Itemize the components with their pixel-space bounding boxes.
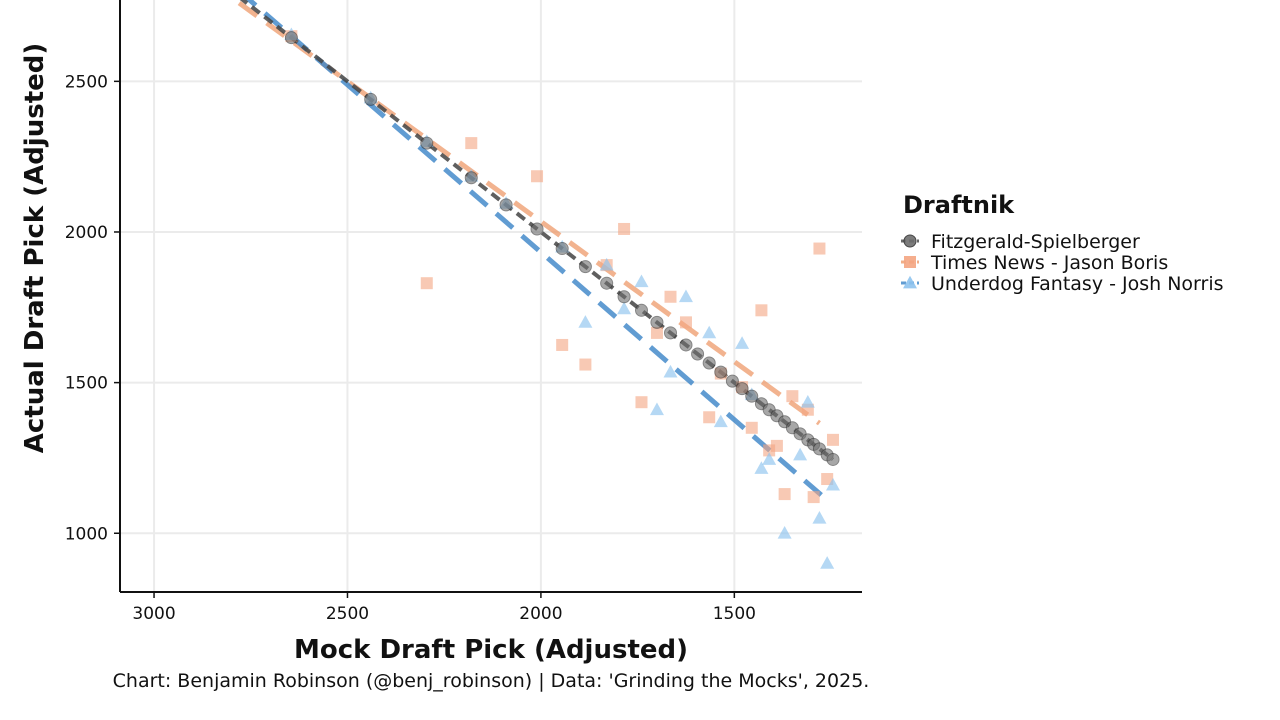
- y-tick-label: 2000: [65, 223, 108, 243]
- data-point-series-2: [650, 326, 663, 339]
- data-point-series-3: [820, 556, 835, 569]
- data-point-series-3: [678, 289, 693, 303]
- data-point-series-1: [499, 198, 513, 212]
- data-point-series-1: [725, 374, 739, 388]
- legend-marker-swatch: [904, 256, 916, 268]
- data-point-series-1: [691, 347, 705, 361]
- legend-item: Underdog Fantasy - Josh Norris: [901, 273, 1224, 295]
- data-point-series-1: [650, 315, 664, 329]
- legend-item: Times News - Jason Boris: [901, 252, 1168, 274]
- data-point-series-3: [800, 394, 815, 408]
- data-point-series-1: [745, 389, 759, 403]
- data-point-series-1: [530, 222, 544, 236]
- data-point-series-2: [664, 290, 677, 303]
- data-point-series-2: [755, 304, 768, 317]
- data-point-series-3: [754, 461, 769, 474]
- tick-labels: 3000 2500 2000 1500 2500 2000 1500 1000: [65, 72, 756, 624]
- data-point-series-2: [786, 390, 799, 403]
- data-point-series-3: [578, 315, 593, 328]
- data-point-series-1: [578, 260, 592, 274]
- data-point-series-3: [663, 364, 678, 378]
- data-point-series-1: [420, 136, 434, 150]
- data-point-series-3: [702, 325, 717, 339]
- data-point-series-1: [826, 452, 840, 466]
- data-point-series-1: [600, 276, 614, 290]
- legend-label: Fitzgerald-Spielberger: [931, 231, 1140, 253]
- data-point-series-3: [762, 452, 777, 465]
- data-point-series-2: [556, 338, 569, 351]
- data-point-series-2: [826, 433, 839, 446]
- chart-caption: Chart: Benjamin Robinson (@benj_robinson…: [113, 670, 870, 692]
- data-point-series-1: [617, 290, 631, 304]
- axes: [119, 0, 862, 593]
- data-point-series-1: [702, 356, 716, 370]
- data-point-series-1: [679, 338, 693, 352]
- data-point-series-2: [531, 170, 544, 183]
- x-tick-label: 2000: [519, 604, 562, 624]
- x-tick-label: 1500: [713, 604, 756, 624]
- y-tick-label: 2500: [65, 72, 108, 92]
- data-point-series-1: [664, 326, 678, 340]
- data-point-series-1: [735, 382, 749, 396]
- data-point-series-2: [807, 491, 820, 504]
- data-point-series-1: [464, 171, 478, 185]
- legend-marker-swatch: [903, 275, 917, 289]
- data-point-series-2: [703, 411, 716, 424]
- legend-title: Draftnik: [903, 191, 1015, 219]
- y-axis-title: Actual Draft Pick (Adjusted): [20, 43, 50, 454]
- data-point-series-1: [284, 31, 298, 45]
- data-point-series-3: [735, 336, 750, 349]
- trend-lines: [237, 0, 835, 503]
- data-point-series-3: [617, 301, 632, 315]
- data-point-series-2: [813, 242, 826, 255]
- legend-label: Times News - Jason Boris: [930, 252, 1168, 274]
- data-point-series-2: [745, 421, 758, 434]
- data-point-series-1: [555, 242, 569, 256]
- data-point-series-2: [579, 358, 592, 371]
- legend-item: Fitzgerald-Spielberger: [901, 231, 1140, 253]
- trend-line-2: [237, 0, 821, 426]
- data-point-series-2: [770, 439, 783, 452]
- data-point-series-2: [778, 488, 791, 501]
- trend-line-3: [245, 0, 829, 503]
- y-tick-label: 1500: [65, 374, 108, 394]
- data-point-series-3: [793, 447, 808, 461]
- data-point-series-2: [618, 222, 631, 235]
- data-point-series-3: [599, 257, 614, 271]
- data-point-series-3: [634, 274, 649, 288]
- data-point-series-1: [364, 92, 378, 106]
- data-point-series-2: [821, 473, 834, 486]
- legend-label: Underdog Fantasy - Josh Norris: [931, 273, 1224, 295]
- y-tick-label: 1000: [65, 524, 108, 544]
- data-point-series-3: [713, 414, 728, 428]
- data-point-series-1: [714, 365, 728, 379]
- data-point-series-2: [465, 137, 478, 150]
- data-points: [284, 27, 840, 569]
- data-point-series-3: [812, 510, 827, 524]
- data-point-series-2: [420, 277, 433, 290]
- x-tick-label: 2500: [326, 604, 369, 624]
- data-point-series-3: [649, 402, 664, 416]
- x-axis-title: Mock Draft Pick (Adjusted): [294, 635, 688, 665]
- data-point-series-2: [635, 396, 648, 409]
- data-point-series-1: [634, 303, 648, 317]
- data-point-series-3: [777, 526, 792, 539]
- grid-lines: [120, 0, 862, 592]
- legend-marker-swatch: [903, 234, 917, 248]
- x-tick-label: 3000: [132, 604, 175, 624]
- data-point-series-2: [679, 316, 692, 329]
- data-point-series-3: [825, 477, 840, 491]
